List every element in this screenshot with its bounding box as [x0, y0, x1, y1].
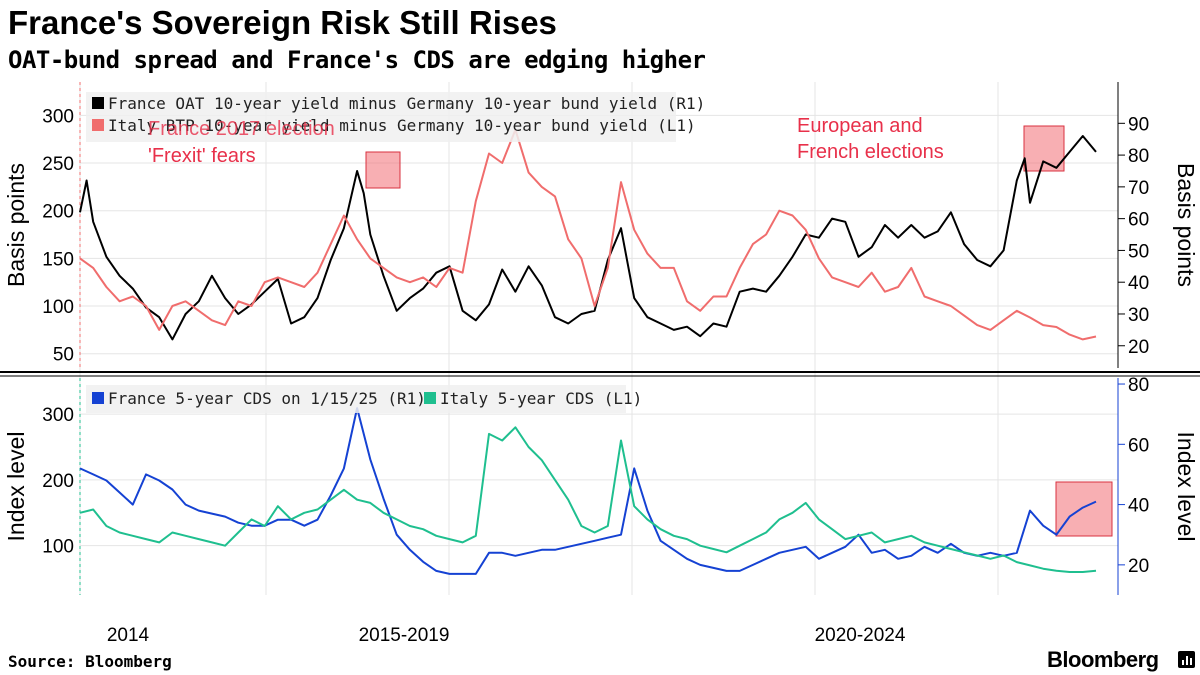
annotation-2017-election: France 2017 election: [148, 118, 335, 140]
x-axis-label-2020-2024: 2020-2024: [815, 625, 906, 646]
left-tick-label: 300: [42, 106, 74, 127]
right-tick-label: 40: [1128, 273, 1149, 294]
series-line-italy-cds: [79, 426, 1097, 573]
left-tick-label: 250: [42, 154, 74, 175]
right-tick-label: 80: [1128, 375, 1149, 396]
legend-label: Italy BTP 10-year yield minus Germany 10…: [108, 116, 696, 135]
right-tick-label: 60: [1128, 435, 1149, 456]
right-tick-label: 60: [1128, 210, 1149, 231]
x-axis-label-2014: 2014: [107, 625, 150, 646]
chart-title: France's Sovereign Risk Still Rises: [8, 4, 557, 41]
right-tick-label: 90: [1128, 114, 1149, 135]
right-tick-label: 30: [1128, 305, 1149, 326]
legend-label: France 5-year CDS on 1/15/25 (R1): [108, 389, 426, 408]
legend-background: [86, 92, 676, 142]
left-axis-title: Index level: [3, 432, 29, 542]
right-tick-label: 40: [1128, 496, 1149, 517]
right-tick-label: 50: [1128, 241, 1149, 262]
right-tick-label: 70: [1128, 178, 1149, 199]
series-line-italy-btp-spread: [79, 128, 1097, 341]
legend-label: France OAT 10-year yield minus Germany 1…: [108, 94, 705, 113]
left-tick-label: 300: [42, 405, 74, 426]
left-tick-label: 100: [42, 537, 74, 558]
annotation-french-elections: French elections: [797, 141, 944, 163]
left-tick-label: 50: [53, 345, 74, 366]
bloomberg-bars-icon: [1178, 651, 1195, 668]
legend-label: Italy 5-year CDS (L1): [440, 389, 642, 408]
legend-swatch: [424, 392, 436, 404]
bloomberg-logo: Bloomberg: [1047, 647, 1159, 672]
series-line-france-oat-spread: [79, 135, 1097, 341]
highlight-box-2024-elections: [1023, 125, 1065, 172]
left-tick-label: 150: [42, 249, 74, 270]
annotation-frexit-fears: 'Frexit' fears: [148, 145, 256, 167]
right-axis-title: Basis points: [1173, 163, 1199, 287]
highlight-box-cds-2024: [1055, 481, 1113, 537]
chart-subtitle: OAT-bund spread and France's CDS are edg…: [8, 46, 706, 74]
legend-swatch: [92, 119, 104, 131]
highlight-box-2017-election: [365, 151, 401, 189]
right-tick-label: 80: [1128, 146, 1149, 167]
left-tick-label: 200: [42, 471, 74, 492]
right-tick-label: 20: [1128, 337, 1149, 358]
legend-swatch: [92, 392, 104, 404]
right-axis-title: Index level: [1173, 432, 1199, 542]
x-axis-label-2015-2019: 2015-2019: [359, 625, 450, 646]
left-tick-label: 100: [42, 297, 74, 318]
legend-swatch: [92, 97, 104, 109]
left-axis-title: Basis points: [3, 163, 29, 287]
annotation-european-and: European and: [797, 115, 923, 137]
plot-background: [0, 82, 1200, 595]
source-note: Source: Bloomberg: [8, 652, 172, 671]
right-tick-label: 20: [1128, 556, 1149, 577]
left-tick-label: 200: [42, 202, 74, 223]
legend-background: [86, 385, 626, 413]
series-line-france-cds: [79, 407, 1097, 575]
